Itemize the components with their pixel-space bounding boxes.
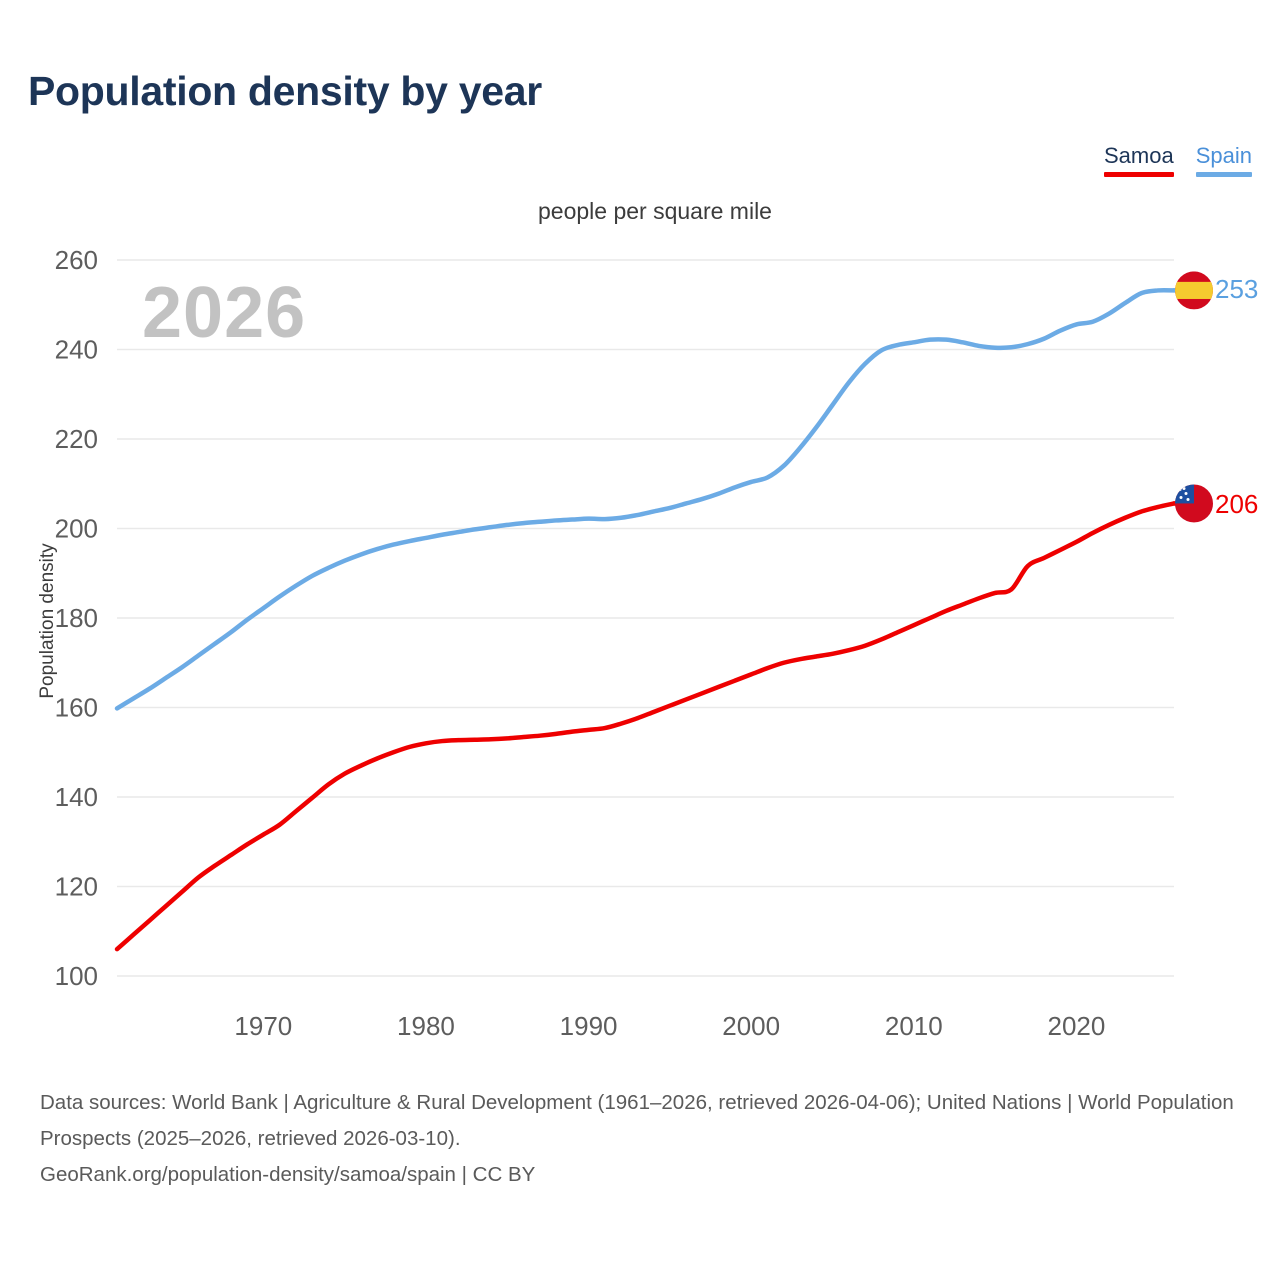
legend-label-spain: Spain — [1195, 143, 1252, 168]
x-tick-label: 1970 — [234, 1011, 292, 1041]
x-tick-label: 1990 — [560, 1011, 618, 1041]
legend-item-samoa[interactable]: Samoa — [1104, 143, 1174, 177]
legend-swatch-spain — [1195, 172, 1252, 177]
plot-area: 100 120 140 160 180 200 220 240 260 1970 1980 1990… — [55, 245, 1213, 1041]
y-tick-label: 260 — [55, 245, 98, 275]
y-tick-label: 160 — [55, 693, 98, 723]
y-tick-label: 120 — [55, 872, 98, 902]
legend-swatch-samoa — [1104, 172, 1174, 177]
chart-legend: Samoa Spain — [1104, 143, 1252, 177]
y-tick-label: 180 — [55, 603, 98, 633]
series-line-spain — [114, 287, 1177, 711]
end-label-samoa: 206 — [1215, 489, 1259, 519]
end-markers — [1171, 271, 1213, 523]
x-tick-label: 2020 — [1048, 1011, 1106, 1041]
grid-lines — [117, 259, 1174, 977]
x-tick-label: 1980 — [397, 1011, 455, 1041]
series-line-samoa — [114, 501, 1177, 952]
spain-flag-icon — [1175, 271, 1213, 310]
x-tick-label: 2000 — [722, 1011, 780, 1041]
series-lines — [114, 287, 1177, 952]
line-chart-svg: 100 120 140 160 180 200 220 240 260 1970 1980 1990… — [55, 245, 1213, 1041]
page-title: Population density by year — [28, 68, 542, 114]
year-watermark: 2026 — [142, 273, 307, 353]
end-label-spain: 253 — [1215, 274, 1259, 304]
legend-label-samoa: Samoa — [1104, 143, 1174, 168]
y-axis-tick-labels: 100 120 140 160 180 200 220 240 260 — [55, 245, 98, 991]
y-tick-label: 140 — [55, 782, 98, 812]
legend-item-spain[interactable]: Spain — [1195, 143, 1252, 177]
samoa-flag-icon — [1175, 484, 1213, 523]
footer-line-1: Data sources: World Bank | Agriculture &… — [40, 1091, 1234, 1150]
chart-units-label: people per square mile — [538, 198, 772, 224]
y-tick-label: 220 — [55, 424, 98, 454]
y-tick-label: 100 — [55, 961, 98, 991]
footer-line-2[interactable]: GeoRank.org/population-density/samoa/spa… — [40, 1163, 536, 1186]
footer-sources: Data sources: World Bank | Agriculture &… — [40, 1085, 1255, 1193]
y-tick-label: 240 — [55, 335, 98, 365]
x-tick-label: 2010 — [885, 1011, 943, 1041]
x-axis-tick-labels: 1970 1980 1990 2000 2010 2020 — [234, 1011, 1105, 1041]
y-tick-label: 200 — [55, 514, 98, 544]
